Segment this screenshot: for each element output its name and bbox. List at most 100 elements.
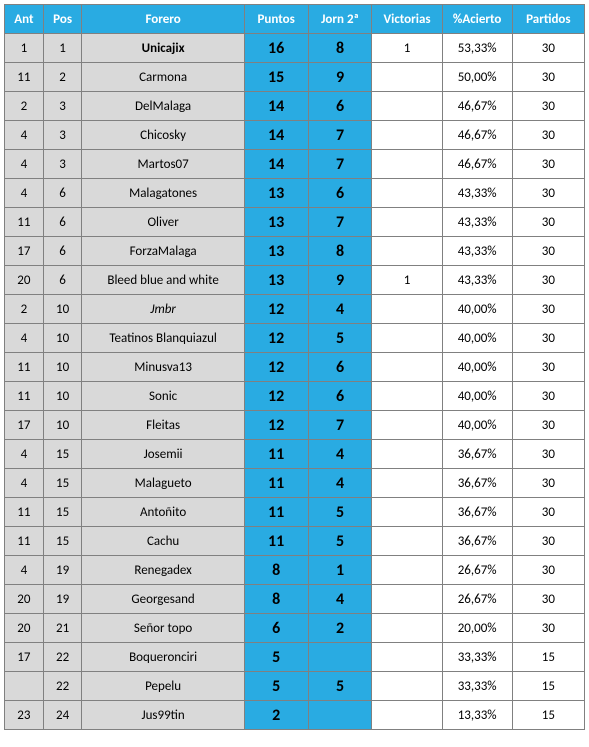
table-row: 2324Jus99tin213,33%15 — [5, 701, 585, 730]
cell-ant: 4 — [5, 469, 44, 498]
cell-acierto: 40,00% — [442, 411, 512, 440]
cell-jorn: 4 — [308, 295, 372, 324]
cell-ant: 11 — [5, 208, 44, 237]
cell-pos: 10 — [43, 411, 82, 440]
cell-jorn: 4 — [308, 585, 372, 614]
cell-partidos: 30 — [512, 121, 584, 150]
cell-ant: 4 — [5, 179, 44, 208]
header-ant: Ant — [5, 5, 44, 34]
cell-pos: 6 — [43, 266, 82, 295]
cell-acierto: 43,33% — [442, 208, 512, 237]
cell-ant: 11 — [5, 498, 44, 527]
cell-acierto: 13,33% — [442, 701, 512, 730]
cell-pos: 22 — [43, 672, 82, 701]
cell-partidos: 15 — [512, 643, 584, 672]
header-pos: Pos — [43, 5, 82, 34]
cell-forero: ForzaMalaga — [82, 237, 244, 266]
cell-acierto: 46,67% — [442, 92, 512, 121]
cell-partidos: 30 — [512, 556, 584, 585]
table-row: 2019Georgesand8426,67%30 — [5, 585, 585, 614]
cell-partidos: 30 — [512, 411, 584, 440]
cell-puntos: 5 — [244, 643, 308, 672]
cell-acierto: 40,00% — [442, 324, 512, 353]
cell-puntos: 15 — [244, 63, 308, 92]
cell-jorn: 6 — [308, 382, 372, 411]
table-row: 415Josemii11436,67%30 — [5, 440, 585, 469]
cell-victorias — [372, 295, 442, 324]
cell-acierto: 40,00% — [442, 295, 512, 324]
cell-victorias — [372, 411, 442, 440]
table-row: 43Martos0714746,67%30 — [5, 150, 585, 179]
table-row: 116Oliver13743,33%30 — [5, 208, 585, 237]
cell-partidos: 30 — [512, 324, 584, 353]
cell-partidos: 30 — [512, 440, 584, 469]
cell-puntos: 5 — [244, 672, 308, 701]
cell-puntos: 2 — [244, 701, 308, 730]
cell-victorias — [372, 382, 442, 411]
cell-victorias — [372, 556, 442, 585]
cell-acierto: 46,67% — [442, 121, 512, 150]
header-puntos: Puntos — [244, 5, 308, 34]
cell-jorn: 5 — [308, 527, 372, 556]
table-row: 1110Sonic12640,00%30 — [5, 382, 585, 411]
cell-victorias — [372, 121, 442, 150]
cell-puntos: 12 — [244, 353, 308, 382]
cell-pos: 15 — [43, 469, 82, 498]
cell-puntos: 11 — [244, 440, 308, 469]
table-row: 1722Boqueronciri533,33%15 — [5, 643, 585, 672]
table-row: 176ForzaMalaga13843,33%30 — [5, 237, 585, 266]
cell-forero: Renegadex — [82, 556, 244, 585]
cell-victorias: 1 — [372, 34, 442, 63]
cell-partidos: 30 — [512, 295, 584, 324]
table-row: 11Unicajix168153,33%30 — [5, 34, 585, 63]
cell-ant: 11 — [5, 353, 44, 382]
cell-acierto: 36,67% — [442, 527, 512, 556]
cell-victorias — [372, 237, 442, 266]
cell-victorias — [372, 585, 442, 614]
cell-ant: 17 — [5, 237, 44, 266]
cell-ant: 17 — [5, 411, 44, 440]
table-row: 415Malagueto11436,67%30 — [5, 469, 585, 498]
cell-jorn: 9 — [308, 63, 372, 92]
header-row: Ant Pos Forero Puntos Jorn 2ª Victorias … — [5, 5, 585, 34]
table-row: 1110Minusva1312640,00%30 — [5, 353, 585, 382]
header-acierto: %Acierto — [442, 5, 512, 34]
cell-victorias — [372, 208, 442, 237]
cell-puntos: 12 — [244, 295, 308, 324]
cell-jorn: 8 — [308, 237, 372, 266]
cell-jorn — [308, 701, 372, 730]
cell-forero: Chicosky — [82, 121, 244, 150]
cell-forero: Jus99tin — [82, 701, 244, 730]
header-jorn: Jorn 2ª — [308, 5, 372, 34]
cell-forero: Sonic — [82, 382, 244, 411]
cell-ant: 11 — [5, 382, 44, 411]
cell-jorn: 4 — [308, 469, 372, 498]
cell-forero: Carmona — [82, 63, 244, 92]
cell-acierto: 40,00% — [442, 382, 512, 411]
cell-pos: 3 — [43, 150, 82, 179]
cell-acierto: 43,33% — [442, 179, 512, 208]
cell-forero: Pepelu — [82, 672, 244, 701]
cell-jorn: 5 — [308, 672, 372, 701]
cell-partidos: 30 — [512, 382, 584, 411]
cell-ant — [5, 672, 44, 701]
cell-jorn: 8 — [308, 34, 372, 63]
cell-partidos: 30 — [512, 34, 584, 63]
cell-forero: Señor topo — [82, 614, 244, 643]
cell-ant: 4 — [5, 556, 44, 585]
cell-jorn: 6 — [308, 353, 372, 382]
table-row: 1710Fleitas12740,00%30 — [5, 411, 585, 440]
cell-ant: 4 — [5, 324, 44, 353]
cell-pos: 10 — [43, 353, 82, 382]
cell-victorias — [372, 498, 442, 527]
cell-jorn — [308, 643, 372, 672]
cell-pos: 2 — [43, 63, 82, 92]
cell-forero: Fleitas — [82, 411, 244, 440]
cell-ant: 20 — [5, 585, 44, 614]
cell-victorias — [372, 469, 442, 498]
table-row: 1115Antoñito11536,67%30 — [5, 498, 585, 527]
cell-puntos: 12 — [244, 411, 308, 440]
cell-ant: 11 — [5, 63, 44, 92]
cell-puntos: 14 — [244, 121, 308, 150]
cell-forero: Antoñito — [82, 498, 244, 527]
